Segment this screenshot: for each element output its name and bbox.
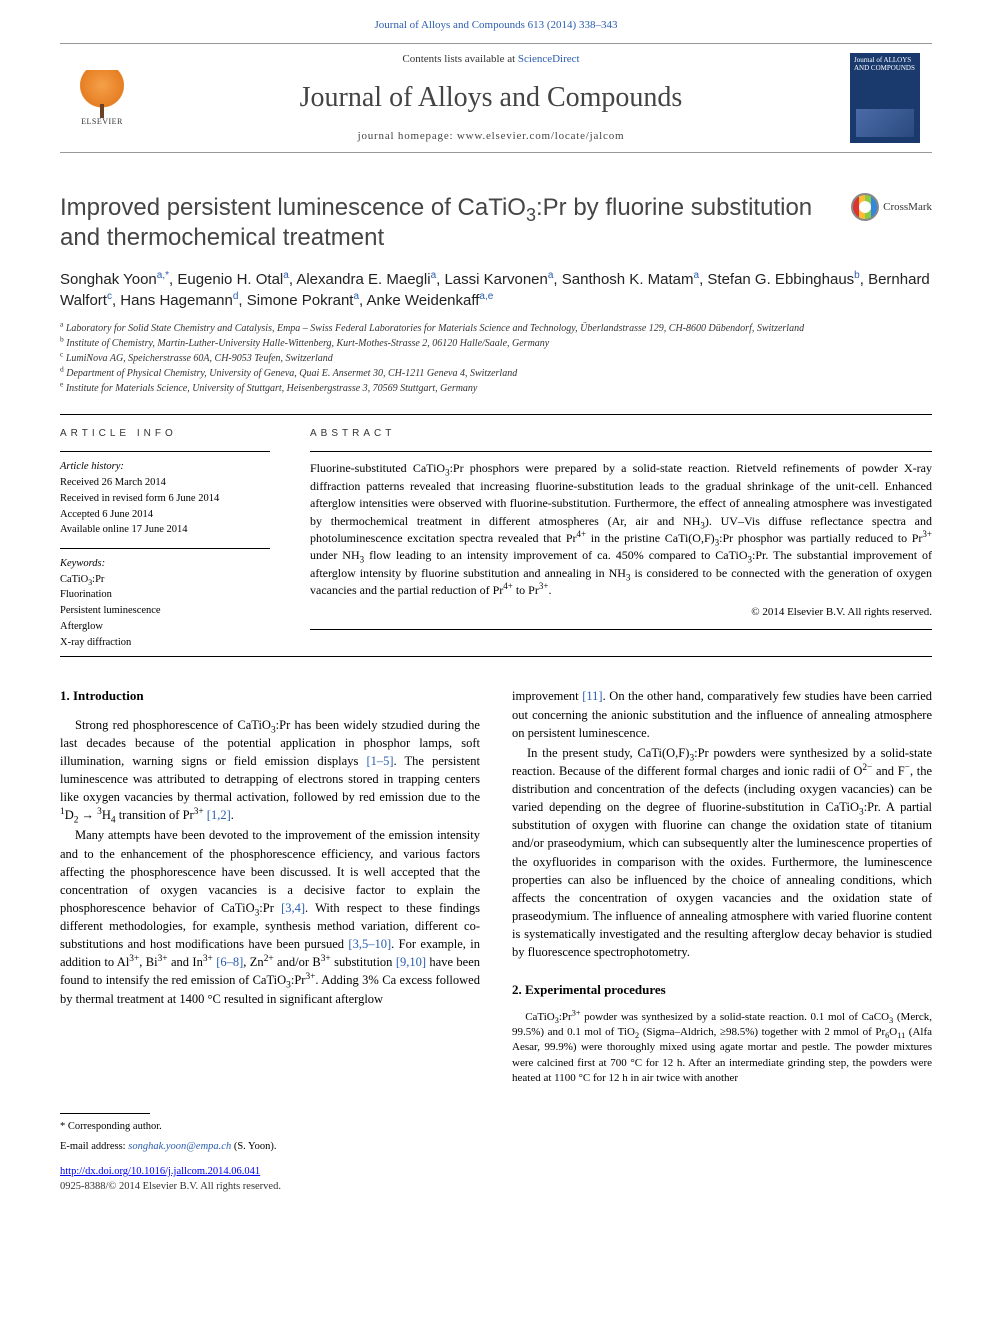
journal-masthead: ELSEVIER Contents lists available at Sci… [60, 43, 932, 153]
article-info-heading: ARTICLE INFO [60, 427, 270, 441]
crossmark-label: CrossMark [883, 200, 932, 215]
intro-para-1: Strong red phosphorescence of CaTiO3:Pr … [60, 716, 480, 825]
author-list: Songhak Yoona,*, Eugenio H. Otala, Alexa… [60, 269, 932, 311]
footer-block: * Corresponding author. E-mail address: … [60, 1113, 932, 1195]
elsevier-tree-icon [80, 70, 124, 114]
journal-cover-thumb: Journal of ALLOYS AND COMPOUNDS [850, 53, 920, 143]
info-rule [60, 451, 270, 452]
history-list: Received 26 March 2014Received in revise… [60, 475, 270, 538]
footnote-rule [60, 1113, 150, 1114]
right-column: improvement [11]. On the other hand, com… [512, 687, 932, 1086]
abstract-block: ABSTRACT Fluorine-substituted CaTiO3:Pr … [310, 427, 932, 650]
crossmark-icon [851, 193, 879, 221]
info-abstract-row: ARTICLE INFO Article history: Received 2… [60, 427, 932, 650]
article-title: Improved persistent luminescence of CaTi… [60, 193, 835, 253]
affiliation-item: c LumiNova AG, Speicherstrasse 60A, CH-9… [60, 351, 932, 366]
abstract-copyright: © 2014 Elsevier B.V. All rights reserved… [310, 605, 932, 620]
corresponding-email-line: E-mail address: songhak.yoon@empa.ch (S.… [60, 1140, 932, 1155]
affiliation-item: a Laboratory for Solid State Chemistry a… [60, 321, 932, 336]
body-columns: 1. Introduction Strong red phosphorescen… [60, 687, 932, 1086]
keyword-item: X-ray diffraction [60, 635, 270, 651]
intro-para-3: improvement [11]. On the other hand, com… [512, 687, 932, 741]
left-column: 1. Introduction Strong red phosphorescen… [60, 687, 480, 1086]
journal-name: Journal of Alloys and Compounds [148, 78, 834, 117]
rule-top [60, 414, 932, 415]
email-label: E-mail address: [60, 1141, 128, 1152]
abstract-rule [310, 451, 932, 452]
history-item: Accepted 6 June 2014 [60, 507, 270, 523]
rule-bottom [60, 656, 932, 657]
keyword-item: CaTiO3:Pr [60, 572, 270, 588]
keywords-list: CaTiO3:PrFluorinationPersistent luminesc… [60, 572, 270, 651]
abstract-rule-bottom [310, 629, 932, 630]
affiliation-item: e Institute for Materials Science, Unive… [60, 381, 932, 396]
homepage-url[interactable]: www.elsevier.com/locate/jalcom [457, 130, 624, 142]
section-2-heading: 2. Experimental procedures [512, 981, 932, 999]
keyword-item: Afterglow [60, 619, 270, 635]
affiliation-item: d Department of Physical Chemistry, Univ… [60, 366, 932, 381]
keyword-item: Persistent luminescence [60, 603, 270, 619]
history-item: Received 26 March 2014 [60, 475, 270, 491]
contents-available-line: Contents lists available at ScienceDirec… [148, 52, 834, 67]
email-name: (S. Yoon). [231, 1141, 276, 1152]
abstract-text: Fluorine-substituted CaTiO3:Pr phosphors… [310, 460, 932, 599]
corresponding-author: * Corresponding author. [60, 1120, 932, 1135]
contents-prefix: Contents lists available at [402, 53, 517, 65]
intro-para-4: In the present study, CaTi(O,F)3:Pr powd… [512, 744, 932, 962]
doi-block: http://dx.doi.org/10.1016/j.jallcom.2014… [60, 1165, 932, 1194]
history-label: Article history: [60, 460, 270, 475]
journal-homepage-line: journal homepage: www.elsevier.com/locat… [148, 129, 834, 144]
masthead-center: Contents lists available at ScienceDirec… [148, 52, 834, 144]
section-1-heading: 1. Introduction [60, 687, 480, 705]
affiliation-list: a Laboratory for Solid State Chemistry a… [60, 321, 932, 396]
experimental-para-1: CaTiO3:Pr3+ powder was synthesized by a … [512, 1010, 932, 1087]
abstract-heading: ABSTRACT [310, 427, 932, 441]
homepage-label: journal homepage: [358, 130, 457, 142]
doi-link[interactable]: http://dx.doi.org/10.1016/j.jallcom.2014… [60, 1166, 260, 1177]
email-link[interactable]: songhak.yoon@empa.ch [128, 1141, 231, 1152]
article-header: Improved persistent luminescence of CaTi… [60, 193, 932, 657]
intro-para-2: Many attempts have been devoted to the i… [60, 826, 480, 1007]
affiliation-item: b Institute of Chemistry, Martin-Luther-… [60, 336, 932, 351]
keyword-item: Fluorination [60, 587, 270, 603]
history-item: Received in revised form 6 June 2014 [60, 491, 270, 507]
crossmark-widget[interactable]: CrossMark [851, 193, 932, 221]
header-citation: Journal of Alloys and Compounds 613 (201… [0, 0, 992, 43]
info-rule-2 [60, 548, 270, 549]
keywords-label: Keywords: [60, 557, 270, 572]
sciencedirect-link[interactable]: ScienceDirect [518, 53, 580, 65]
elsevier-logo: ELSEVIER [72, 63, 132, 133]
issn-line: 0925-8388/© 2014 Elsevier B.V. All right… [60, 1180, 932, 1195]
article-info-block: ARTICLE INFO Article history: Received 2… [60, 427, 270, 650]
cover-title: Journal of ALLOYS AND COMPOUNDS [854, 57, 916, 72]
history-item: Available online 17 June 2014 [60, 522, 270, 538]
